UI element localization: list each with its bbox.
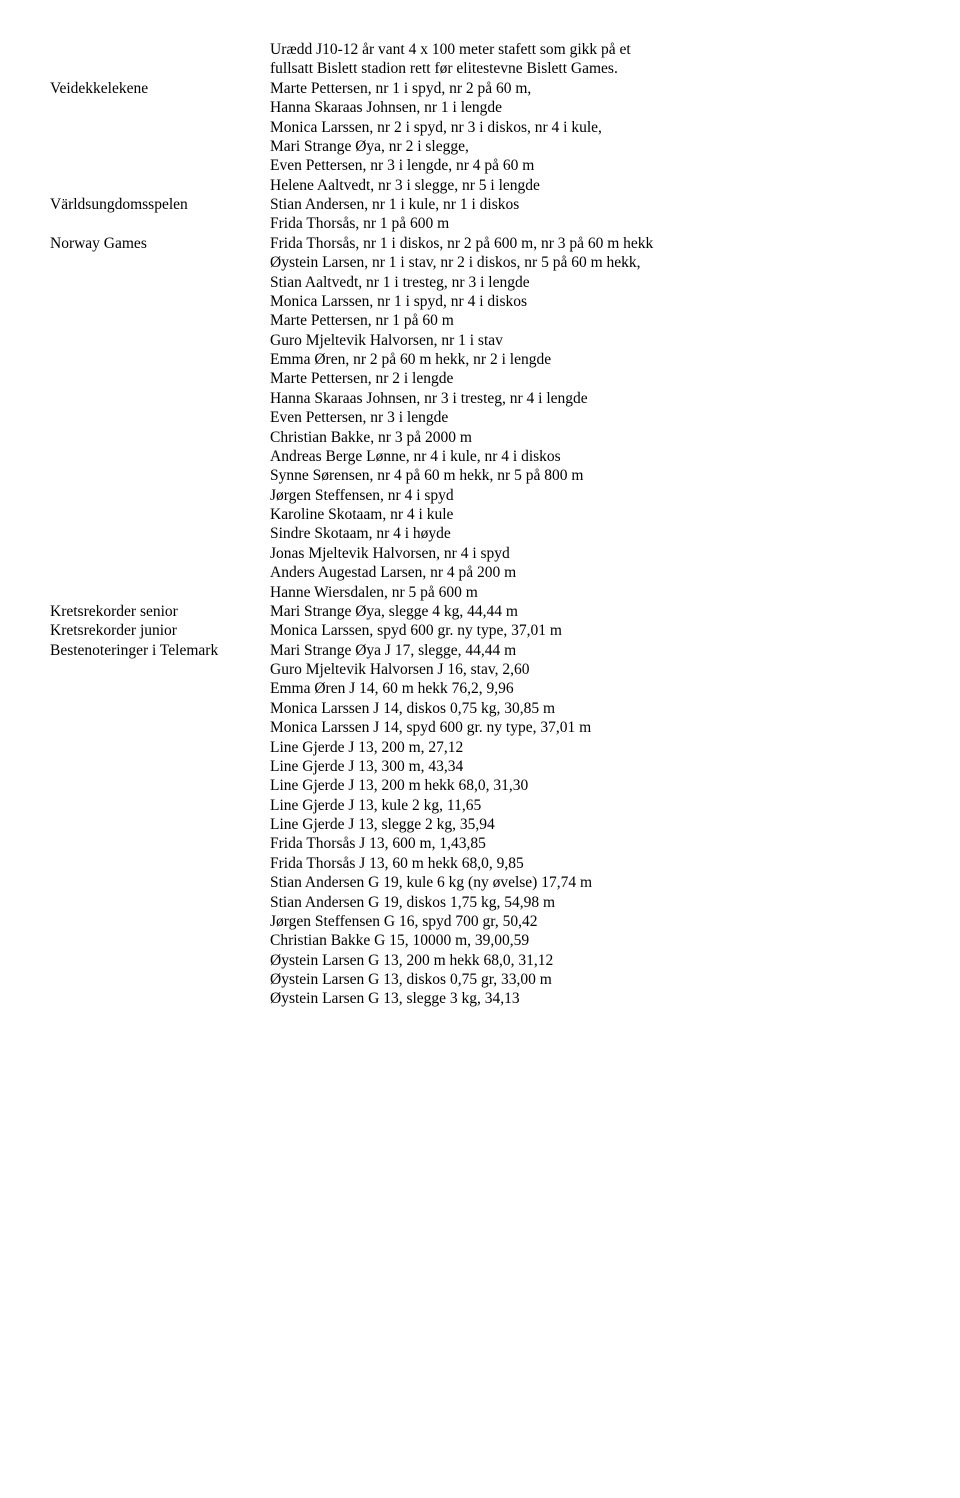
record-label: Världsungdomsspelen (50, 195, 270, 214)
record-line: Frida Thorsås J 13, 60 m hekk 68,0, 9,85 (270, 854, 900, 873)
record-line: Hanne Wiersdalen, nr 5 på 600 m (270, 583, 900, 602)
record-value: Frida Thorsås, nr 1 i diskos, nr 2 på 60… (270, 234, 900, 602)
record-line: Frida Thorsås J 13, 600 m, 1,43,85 (270, 834, 900, 853)
record-label: Veidekkelekene (50, 79, 270, 98)
record-row: VärldsungdomsspelenStian Andersen, nr 1 … (50, 195, 900, 234)
record-row: Bestenoteringer i TelemarkMari Strange Ø… (50, 641, 900, 1009)
record-line: Synne Sørensen, nr 4 på 60 m hekk, nr 5 … (270, 466, 900, 485)
record-line: Sindre Skotaam, nr 4 i høyde (270, 524, 900, 543)
record-label: Kretsrekorder junior (50, 621, 270, 640)
record-value: Mari Strange Øya, slegge 4 kg, 44,44 m (270, 602, 900, 621)
record-value: Mari Strange Øya J 17, slegge, 44,44 mGu… (270, 641, 900, 1009)
record-value: Stian Andersen, nr 1 i kule, nr 1 i disk… (270, 195, 900, 234)
record-line: Marte Pettersen, nr 1 i spyd, nr 2 på 60… (270, 79, 900, 98)
record-line: Christian Bakke, nr 3 på 2000 m (270, 428, 900, 447)
record-value: Monica Larssen, spyd 600 gr. ny type, 37… (270, 621, 900, 640)
record-line: Guro Mjeltevik Halvorsen, nr 1 i stav (270, 331, 900, 350)
record-row: Norway GamesFrida Thorsås, nr 1 i diskos… (50, 234, 900, 602)
record-line: Hanna Skaraas Johnsen, nr 1 i lengde (270, 98, 900, 117)
record-line: Christian Bakke G 15, 10000 m, 39,00,59 (270, 931, 900, 950)
record-line: Guro Mjeltevik Halvorsen J 16, stav, 2,6… (270, 660, 900, 679)
record-line: Monica Larssen J 14, diskos 0,75 kg, 30,… (270, 699, 900, 718)
record-label: Norway Games (50, 234, 270, 253)
record-line: Stian Andersen, nr 1 i kule, nr 1 i disk… (270, 195, 900, 214)
record-line: Andreas Berge Lønne, nr 4 i kule, nr 4 i… (270, 447, 900, 466)
record-line: Hanna Skaraas Johnsen, nr 3 i tresteg, n… (270, 389, 900, 408)
record-line: Øystein Larsen, nr 1 i stav, nr 2 i disk… (270, 253, 900, 272)
record-line: Monica Larssen, nr 2 i spyd, nr 3 i disk… (270, 118, 900, 137)
record-line: Emma Øren J 14, 60 m hekk 76,2, 9,96 (270, 679, 900, 698)
record-line: Frida Thorsås, nr 1 på 600 m (270, 214, 900, 233)
record-line: Stian Andersen G 19, kule 6 kg (ny øvels… (270, 873, 900, 892)
record-line: Line Gjerde J 13, kule 2 kg, 11,65 (270, 796, 900, 815)
record-line: Marte Pettersen, nr 2 i lengde (270, 369, 900, 388)
record-line: Urædd J10-12 år vant 4 x 100 meter stafe… (270, 40, 900, 59)
record-line: Frida Thorsås, nr 1 i diskos, nr 2 på 60… (270, 234, 900, 253)
record-line: Line Gjerde J 13, 200 m, 27,12 (270, 738, 900, 757)
record-line: Monica Larssen J 14, spyd 600 gr. ny typ… (270, 718, 900, 737)
record-line: Anders Augestad Larsen, nr 4 på 200 m (270, 563, 900, 582)
record-line: Monica Larssen, spyd 600 gr. ny type, 37… (270, 621, 900, 640)
record-line: Øystein Larsen G 13, 200 m hekk 68,0, 31… (270, 951, 900, 970)
record-line: Line Gjerde J 13, 200 m hekk 68,0, 31,30 (270, 776, 900, 795)
record-line: Helene Aaltvedt, nr 3 i slegge, nr 5 i l… (270, 176, 900, 195)
document-body: Urædd J10-12 år vant 4 x 100 meter stafe… (50, 40, 900, 1009)
record-line: Even Pettersen, nr 3 i lengde, nr 4 på 6… (270, 156, 900, 175)
record-value: Marte Pettersen, nr 1 i spyd, nr 2 på 60… (270, 79, 900, 195)
record-line: Karoline Skotaam, nr 4 i kule (270, 505, 900, 524)
record-line: Line Gjerde J 13, slegge 2 kg, 35,94 (270, 815, 900, 834)
record-label: Bestenoteringer i Telemark (50, 641, 270, 660)
record-row: Urædd J10-12 år vant 4 x 100 meter stafe… (50, 40, 900, 79)
record-line: Stian Andersen G 19, diskos 1,75 kg, 54,… (270, 893, 900, 912)
record-line: Even Pettersen, nr 3 i lengde (270, 408, 900, 427)
record-line: Mari Strange Øya, nr 2 i slegge, (270, 137, 900, 156)
record-line: Jonas Mjeltevik Halvorsen, nr 4 i spyd (270, 544, 900, 563)
record-value: Urædd J10-12 år vant 4 x 100 meter stafe… (270, 40, 900, 79)
record-line: Stian Aaltvedt, nr 1 i tresteg, nr 3 i l… (270, 273, 900, 292)
record-label: Kretsrekorder senior (50, 602, 270, 621)
record-row: VeidekkelekeneMarte Pettersen, nr 1 i sp… (50, 79, 900, 195)
record-line: Monica Larssen, nr 1 i spyd, nr 4 i disk… (270, 292, 900, 311)
record-line: Jørgen Steffensen G 16, spyd 700 gr, 50,… (270, 912, 900, 931)
record-line: Mari Strange Øya, slegge 4 kg, 44,44 m (270, 602, 900, 621)
record-line: Marte Pettersen, nr 1 på 60 m (270, 311, 900, 330)
record-line: Emma Øren, nr 2 på 60 m hekk, nr 2 i len… (270, 350, 900, 369)
record-line: fullsatt Bislett stadion rett før elites… (270, 59, 900, 78)
record-line: Øystein Larsen G 13, slegge 3 kg, 34,13 (270, 989, 900, 1008)
record-line: Mari Strange Øya J 17, slegge, 44,44 m (270, 641, 900, 660)
record-row: Kretsrekorder juniorMonica Larssen, spyd… (50, 621, 900, 640)
record-line: Jørgen Steffensen, nr 4 i spyd (270, 486, 900, 505)
record-row: Kretsrekorder seniorMari Strange Øya, sl… (50, 602, 900, 621)
record-line: Øystein Larsen G 13, diskos 0,75 gr, 33,… (270, 970, 900, 989)
record-line: Line Gjerde J 13, 300 m, 43,34 (270, 757, 900, 776)
